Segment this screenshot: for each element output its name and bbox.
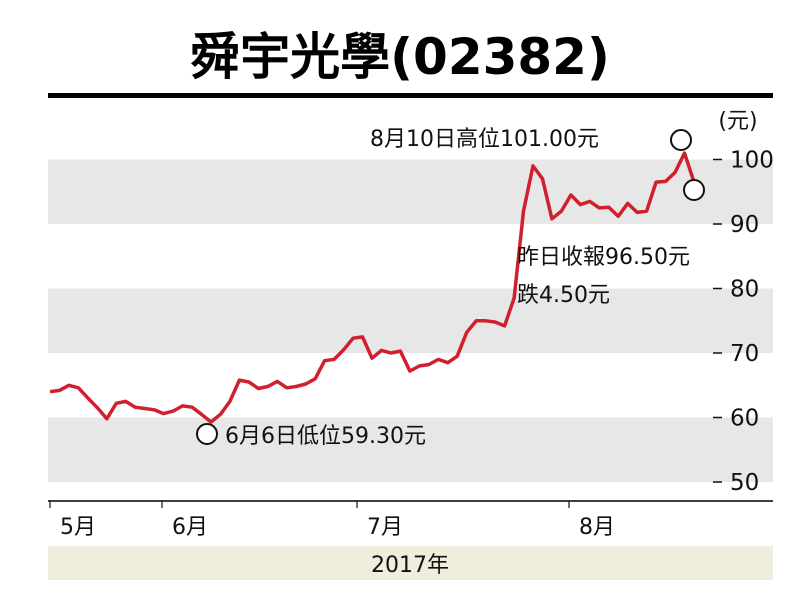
high-annotation: 8月10日高位101.00元: [370, 127, 599, 152]
y-tick-label: 60: [730, 406, 759, 432]
grid-band: [48, 159, 773, 224]
x-tick-label: 6月: [172, 515, 208, 540]
close-annotation-line2: 跌4.50元: [517, 283, 610, 308]
y-tick-label: 100: [730, 148, 774, 174]
series-line: [49, 151, 696, 424]
y-tick-label: 80: [730, 277, 759, 303]
close-annotation-line1: 昨日收報96.50元: [517, 245, 690, 270]
y-tick-label: 90: [730, 212, 759, 238]
year-footer: [48, 546, 773, 580]
y-axis: 50 60 70 80 90 100: [713, 148, 774, 496]
year-label: 2017年: [371, 553, 449, 578]
grid-band: [48, 417, 773, 482]
high-marker: [670, 129, 692, 151]
close-marker: [683, 179, 705, 201]
title-rule: [48, 93, 773, 98]
grid-bands: [48, 159, 773, 482]
x-tick-label: 8月: [579, 515, 615, 540]
y-tick-label: 70: [730, 341, 759, 367]
unit-label: (元): [718, 109, 757, 134]
grid-band: [48, 288, 773, 353]
chart-title: 舜宇光學(02382): [190, 28, 610, 86]
x-tick-label: 7月: [367, 515, 403, 540]
low-annotation: 6月6日低位59.30元: [225, 424, 426, 449]
x-axis: 5月 6月 7月 8月: [49, 501, 615, 540]
y-tick-label: 50: [730, 470, 759, 496]
low-marker: [196, 423, 218, 445]
x-tick-label: 5月: [60, 515, 96, 540]
